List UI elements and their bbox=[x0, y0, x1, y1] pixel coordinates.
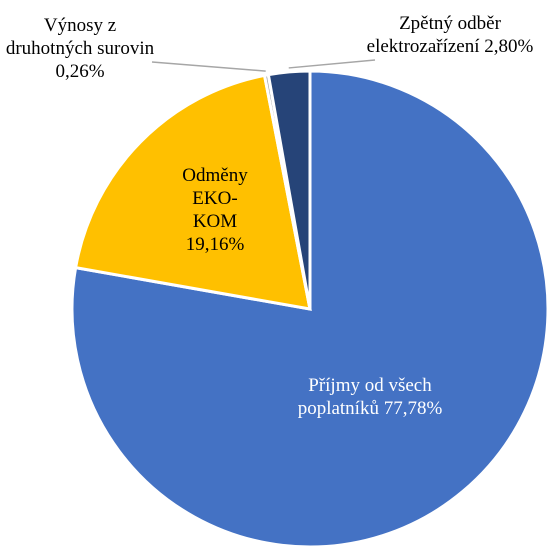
leader-line bbox=[151, 61, 266, 72]
slice-label: Odměny EKO-KOM 19,16% bbox=[172, 164, 258, 256]
slice-value: 19,16% bbox=[185, 234, 245, 255]
slice-name: Výnosy z druhotných surovin bbox=[5, 15, 155, 59]
slice-name: Zpětný odběr elektrozařízení bbox=[366, 13, 501, 57]
slice-label: Příjmy od všech poplatníků 77,78% bbox=[280, 374, 460, 420]
pie-slice bbox=[266, 69, 312, 310]
slice-label: Výnosy z druhotných surovin 0,26% bbox=[0, 14, 160, 83]
slice-value: 77,78% bbox=[383, 398, 443, 419]
slice-label: Zpětný odběr elektrozařízení 2,80% bbox=[365, 12, 535, 58]
pie-slice bbox=[73, 73, 312, 311]
leader-line bbox=[288, 59, 376, 69]
slice-name: Příjmy od všech poplatníků bbox=[297, 375, 432, 419]
slice-value: 0,26% bbox=[55, 61, 105, 82]
slice-name: Odměny EKO-KOM bbox=[182, 165, 248, 232]
slice-value: 2,80% bbox=[484, 36, 534, 57]
